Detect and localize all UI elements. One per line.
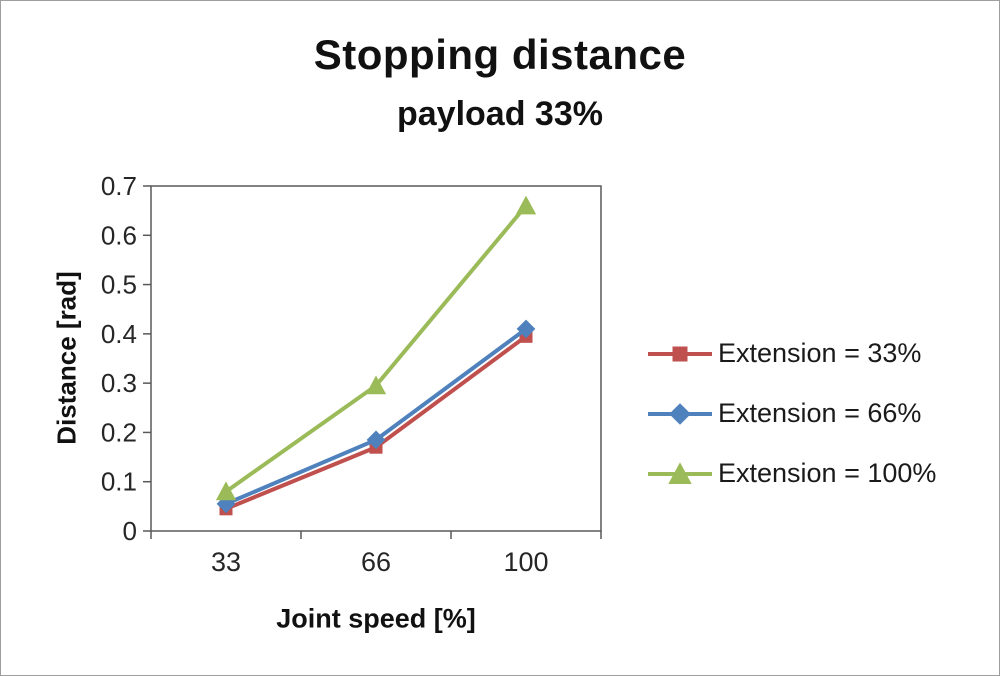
series-marker-diamond (366, 430, 386, 450)
legend-label: Extension = 33% (718, 338, 922, 368)
plot-border (150, 185, 602, 532)
legend-marker-sample (648, 461, 712, 484)
legend-item: Extension = 33% (646, 332, 936, 375)
y-tick-label: 0.6 (101, 220, 137, 250)
y-tick-label: 0.2 (101, 417, 137, 447)
y-tick-label: 0.7 (101, 171, 137, 201)
x-tick-label: 100 (503, 547, 548, 577)
series-marker-square (672, 346, 688, 361)
plot-area: 0 0.1 0.2 0.3 0.4 0.5 0.6 0.7 33 66 100 (101, 171, 602, 577)
y-tick-label: 0 (123, 516, 137, 546)
legend-item: Extension = 100% (646, 452, 936, 495)
legend-label: Extension = 100% (718, 458, 937, 488)
x-tick-label: 66 (361, 547, 391, 577)
series-marker-diamond (516, 319, 536, 339)
y-tick-label: 0.5 (101, 270, 137, 300)
x-tick-label: 33 (211, 547, 241, 577)
chart-title: Stopping distance (313, 31, 687, 78)
series-marker-triangle (215, 481, 237, 501)
series-marker-triangle (515, 195, 537, 215)
legend-label: Extension = 66% (718, 398, 922, 428)
x-axis-title: Joint speed [%] (276, 603, 476, 634)
legend: Extension = 33% Extension = 66% Extension … (646, 332, 936, 495)
chart-subtitle: payload 33% (397, 95, 603, 133)
series-line (224, 326, 528, 506)
series-marker-diamond (669, 402, 691, 425)
legend-item: Extension = 66% (646, 392, 936, 435)
series-marker-triangle (668, 461, 692, 484)
y-tick-label: 0.3 (101, 368, 137, 398)
y-tick-label: 0.4 (101, 319, 137, 349)
series-marker-triangle (365, 375, 387, 395)
y-axis-title: Distance [rad] (51, 271, 82, 445)
legend-marker-sample (648, 402, 712, 425)
y-tick-label: 0.1 (101, 467, 137, 497)
legend-marker-sample (648, 346, 712, 361)
